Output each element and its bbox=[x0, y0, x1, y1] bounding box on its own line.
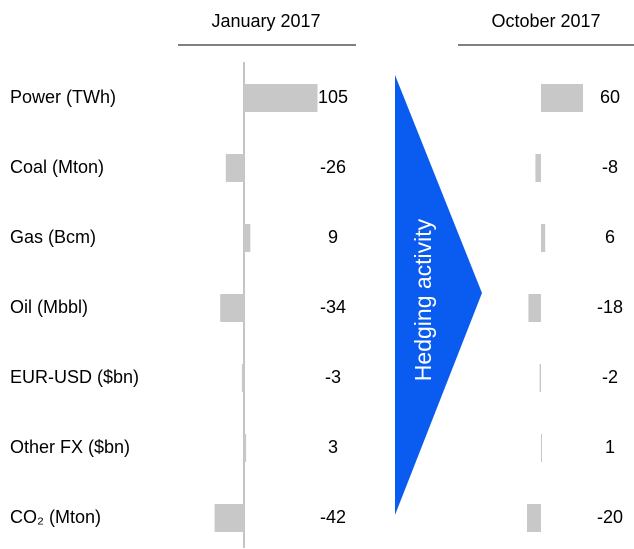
bar bbox=[241, 364, 244, 392]
value-label: 6 bbox=[605, 227, 615, 247]
bar bbox=[214, 504, 244, 532]
category-label: Power (TWh) bbox=[10, 87, 116, 107]
value-label: -18 bbox=[597, 297, 623, 317]
bar bbox=[527, 504, 541, 532]
bar bbox=[541, 84, 583, 112]
category-label: Oil (Mbbl) bbox=[10, 297, 88, 317]
value-label: -2 bbox=[602, 367, 618, 387]
category-label: CO₂ (Mton) bbox=[10, 507, 101, 527]
value-label: 1 bbox=[605, 437, 615, 457]
value-label: -26 bbox=[320, 157, 346, 177]
value-label: -34 bbox=[320, 297, 346, 317]
category-label: EUR-USD ($bn) bbox=[10, 367, 139, 387]
value-label: -20 bbox=[597, 507, 623, 527]
category-label: Other FX ($bn) bbox=[10, 437, 130, 457]
arrow-label: Hedging activity bbox=[410, 218, 436, 381]
bar bbox=[539, 364, 541, 392]
period-header: October 2017 bbox=[491, 11, 600, 31]
value-label: -42 bbox=[320, 507, 346, 527]
value-label: -3 bbox=[325, 367, 341, 387]
bar bbox=[541, 434, 542, 462]
bar bbox=[225, 154, 244, 182]
bar bbox=[244, 84, 318, 112]
value-label: 60 bbox=[600, 87, 620, 107]
bar bbox=[244, 434, 247, 462]
value-label: -8 bbox=[602, 157, 618, 177]
category-label: Gas (Bcm) bbox=[10, 227, 96, 247]
value-label: 9 bbox=[328, 227, 338, 247]
category-label: Coal (Mton) bbox=[10, 157, 104, 177]
value-label: 3 bbox=[328, 437, 338, 457]
bar bbox=[535, 154, 541, 182]
bar bbox=[220, 294, 244, 322]
period-header: January 2017 bbox=[211, 11, 320, 31]
value-label: 105 bbox=[318, 87, 348, 107]
bar bbox=[244, 224, 251, 252]
arrow bbox=[395, 75, 482, 515]
bar bbox=[528, 294, 541, 322]
bar bbox=[541, 224, 546, 252]
